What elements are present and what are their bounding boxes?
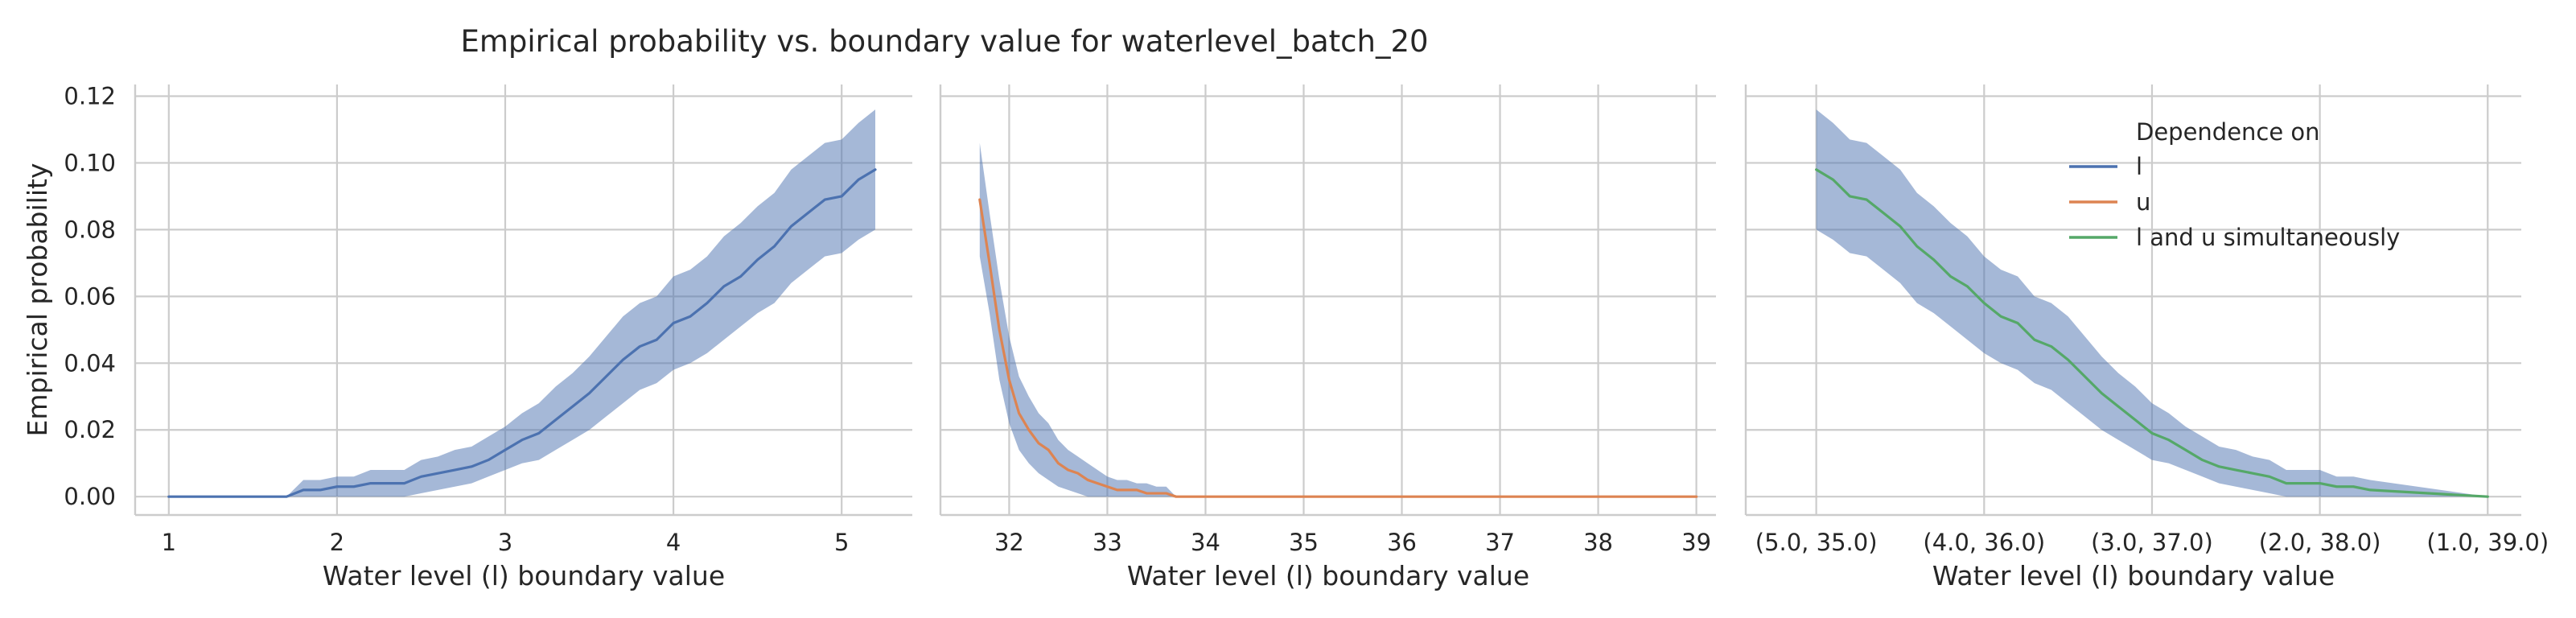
legend-title: Dependence on [2136, 118, 2320, 146]
x-tick-label: 2 [330, 529, 344, 556]
y-tick-label: 0.08 [64, 216, 116, 243]
confidence-band [1816, 109, 2488, 497]
y-axis-label: Empirical probability [22, 163, 53, 437]
x-tick-label: 36 [1387, 529, 1417, 556]
y-tick-label: 0.04 [64, 349, 116, 377]
x-tick-label: 39 [1681, 529, 1711, 556]
figure-title: Empirical probability vs. boundary value… [460, 24, 1428, 59]
x-axis-label: Water level (l) boundary value [323, 560, 725, 591]
x-tick-label: (5.0, 35.0) [1755, 529, 1878, 556]
series-line-lu [1815, 168, 2489, 498]
x-tick-label: 33 [1093, 529, 1122, 556]
y-tick-label: 0.12 [64, 83, 116, 110]
y-tick-label: 0.10 [64, 149, 116, 176]
legend: Dependence on lu l and u simultaneously [2069, 118, 2400, 251]
legend-entry-label: l [2136, 153, 2142, 180]
x-axis-label: Water level (l) boundary value [1127, 560, 1529, 591]
y-tick-label: 0.02 [64, 416, 116, 443]
chart-panel-1: 1 2 3 4 5 0.00 0.02 0.04 0.06 0.08 0.10 0.12 Water l… [22, 83, 912, 591]
x-axis-label: Water level (l) boundary value [1932, 560, 2335, 591]
legend-entry-label: u [2136, 188, 2150, 216]
confidence-band [979, 142, 1697, 497]
legend-entry-label: l and u simultaneously [2136, 224, 2400, 251]
x-tick-label: (4.0, 36.0) [1923, 529, 2045, 556]
x-tick-label: (2.0, 38.0) [2259, 529, 2381, 556]
chart-panel-3: (5.0, 35.0) (4.0, 36.0) (3.0, 37.0) (2.0, 3… [1744, 84, 2549, 591]
chart-panel-2: 32 33 34 35 36 37 38 39 Water level (l) boundary… [939, 84, 1716, 591]
series-line-u [978, 198, 1698, 498]
x-tick-label: 3 [498, 529, 512, 556]
x-tick-label: 37 [1485, 529, 1515, 556]
confidence-band [168, 109, 875, 497]
x-tick-label: 32 [994, 529, 1024, 556]
x-tick-label: (1.0, 39.0) [2426, 529, 2549, 556]
x-tick-label: 4 [666, 529, 681, 556]
series-line-l [167, 168, 877, 498]
x-tick-label: 38 [1583, 529, 1613, 556]
x-tick-label: 1 [162, 529, 176, 556]
y-tick-label: 0.06 [64, 282, 116, 310]
x-tick-label: 34 [1191, 529, 1220, 556]
y-tick-label: 0.00 [64, 483, 116, 510]
x-tick-label: 5 [834, 529, 849, 556]
x-tick-label: 35 [1289, 529, 1319, 556]
x-tick-label: (3.0, 37.0) [2091, 529, 2213, 556]
